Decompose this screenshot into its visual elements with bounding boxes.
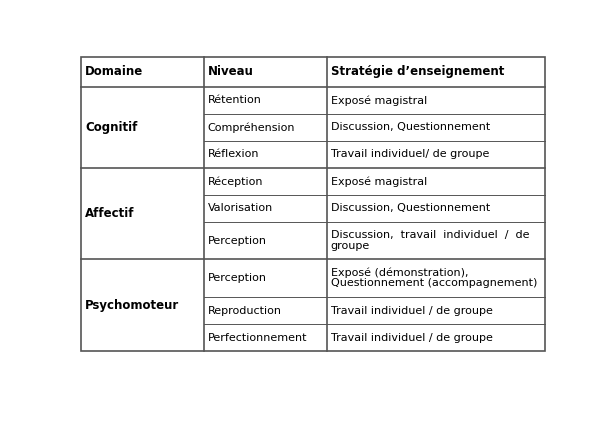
- Text: Réception: Réception: [208, 176, 263, 187]
- Text: Psychomoteur: Psychomoteur: [85, 299, 179, 312]
- Text: Discussion, Questionnement: Discussion, Questionnement: [331, 203, 490, 213]
- Text: Exposé magistral: Exposé magistral: [331, 95, 427, 106]
- Text: Perfectionnement: Perfectionnement: [208, 333, 307, 343]
- Text: Valorisation: Valorisation: [208, 203, 273, 213]
- Text: Domaine: Domaine: [85, 65, 143, 78]
- Text: Discussion,  travail  individuel  /  de: Discussion, travail individuel / de: [331, 230, 529, 240]
- Text: Cognitif: Cognitif: [85, 121, 137, 134]
- Text: Niveau: Niveau: [208, 65, 254, 78]
- Text: Exposé magistral: Exposé magistral: [331, 176, 427, 187]
- Text: Travail individuel / de groupe: Travail individuel / de groupe: [331, 333, 492, 343]
- Text: Exposé (démonstration),: Exposé (démonstration),: [331, 268, 469, 278]
- Text: Rétention: Rétention: [208, 95, 262, 105]
- Text: Affectif: Affectif: [85, 207, 134, 220]
- Text: groupe: groupe: [331, 241, 370, 251]
- Text: Travail individuel/ de groupe: Travail individuel/ de groupe: [331, 149, 489, 159]
- Text: Perception: Perception: [208, 236, 267, 246]
- Text: Perception: Perception: [208, 273, 267, 283]
- Text: Discussion, Questionnement: Discussion, Questionnement: [331, 123, 490, 132]
- Bar: [81, 57, 545, 351]
- Text: Stratégie d’enseignement: Stratégie d’enseignement: [331, 65, 504, 78]
- Text: Reproduction: Reproduction: [208, 306, 282, 316]
- Bar: [81, 57, 545, 351]
- Text: Questionnement (accompagnement): Questionnement (accompagnement): [331, 278, 537, 288]
- Text: Travail individuel / de groupe: Travail individuel / de groupe: [331, 306, 492, 316]
- Text: Réflexion: Réflexion: [208, 149, 260, 159]
- Text: Compréhension: Compréhension: [208, 122, 295, 132]
